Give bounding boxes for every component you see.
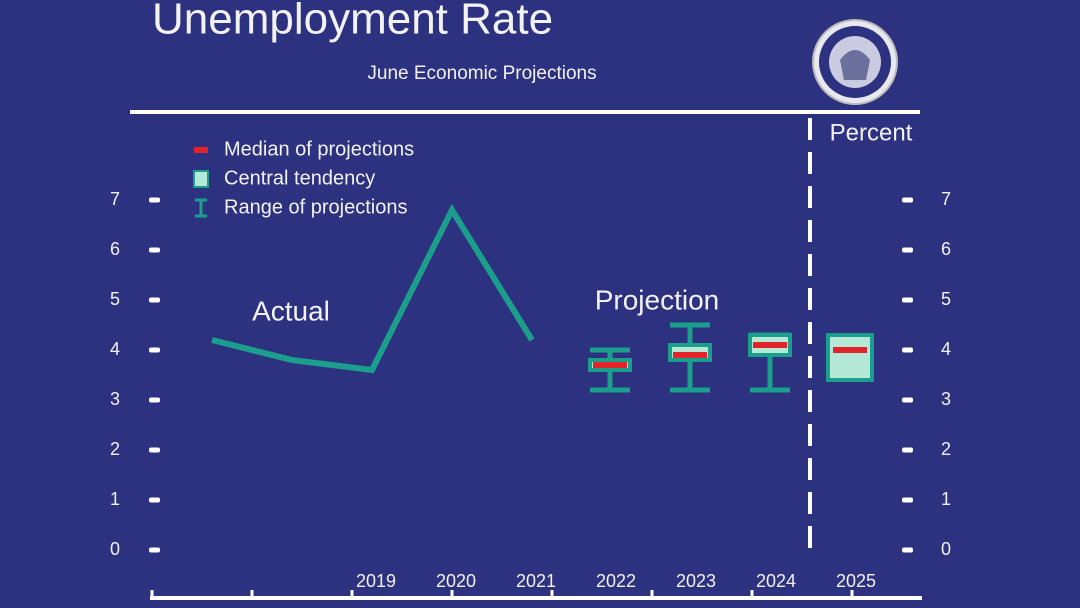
tick-mark: [902, 347, 913, 353]
y-tick-label: 5: [110, 289, 120, 309]
y-tick-label: 4: [110, 339, 120, 359]
x-tick-label: 2023: [676, 571, 716, 591]
median-mark: [833, 347, 867, 353]
tick-mark: [902, 247, 913, 253]
tick-mark: [902, 547, 913, 553]
y-tick-label: 2: [110, 439, 120, 459]
legend: Median of projections Central tendency R…: [193, 138, 414, 218]
chart-subtitle: June Economic Projections: [367, 63, 596, 84]
x-tick-label: 2021: [516, 571, 556, 591]
legend-label: Range of projections: [224, 196, 407, 218]
tick-mark: [902, 447, 913, 453]
annotation: Projection: [595, 284, 720, 315]
y-tick-label: 7: [941, 189, 951, 209]
y-tick-label: 3: [110, 389, 120, 409]
seal: [812, 19, 898, 105]
legend-swatch: [195, 198, 207, 218]
median-mark: [753, 342, 787, 348]
x-tick-label: 2024: [756, 571, 796, 591]
y-tick-label: 3: [941, 389, 951, 409]
y-axis-label: Percent: [830, 119, 913, 146]
x-tick-label: 2022: [596, 571, 636, 591]
y-tick-label: 2: [941, 439, 951, 459]
legend-label: Central tendency: [224, 167, 375, 189]
chart-title: Unemployment Rate: [152, 0, 553, 44]
tick-mark: [149, 247, 160, 253]
tick-mark: [902, 197, 913, 203]
median-mark: [673, 352, 707, 358]
y-tick-label: 7: [110, 189, 120, 209]
y-tick-label: 4: [941, 339, 951, 359]
line: [211, 203, 535, 374]
tick-mark: [149, 547, 160, 553]
tick-mark: [902, 297, 913, 303]
tick-mark: [149, 347, 160, 353]
tick-mark: [902, 397, 913, 403]
y-tick-label: 0: [110, 539, 120, 559]
x-tick-label: 2020: [436, 571, 476, 591]
header-rule: [130, 110, 920, 114]
annotation: Actual: [252, 295, 330, 326]
x-tick-label: 2019: [356, 571, 396, 591]
y-tick-label: 6: [941, 239, 951, 259]
x-axis: [150, 590, 922, 600]
tick-mark: [149, 497, 160, 503]
y-tick-label: 1: [110, 489, 120, 509]
tick-mark: [149, 397, 160, 403]
tick-mark: [149, 197, 160, 203]
y-tick-label: 0: [941, 539, 951, 559]
y-tick-label: 6: [110, 239, 120, 259]
y-tick-label: 1: [941, 489, 951, 509]
y-tick-label: 5: [941, 289, 951, 309]
legend-swatch: [193, 170, 209, 188]
tick-mark: [902, 497, 913, 503]
legend-swatch: [194, 147, 208, 153]
median-mark: [593, 362, 627, 368]
x-tick-label: 2025: [836, 571, 876, 591]
legend-label: Median of projections: [224, 138, 414, 160]
tick-mark: [149, 297, 160, 303]
central-tendency-box: [826, 333, 874, 382]
tick-mark: [149, 447, 160, 453]
